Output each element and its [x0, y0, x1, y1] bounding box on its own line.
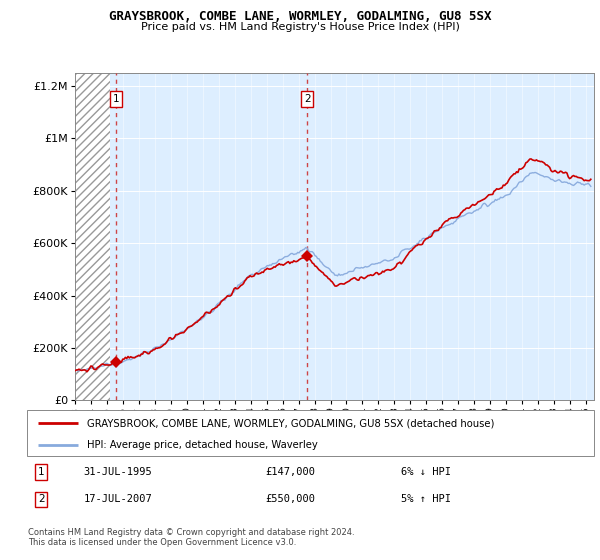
- Text: 6% ↓ HPI: 6% ↓ HPI: [401, 467, 451, 477]
- Text: HPI: Average price, detached house, Waverley: HPI: Average price, detached house, Wave…: [86, 440, 317, 450]
- Text: 17-JUL-2007: 17-JUL-2007: [84, 494, 152, 504]
- Text: £147,000: £147,000: [265, 467, 315, 477]
- Text: 1: 1: [113, 94, 119, 104]
- Text: 31-JUL-1995: 31-JUL-1995: [84, 467, 152, 477]
- Bar: [75, 73, 110, 400]
- Text: 5% ↑ HPI: 5% ↑ HPI: [401, 494, 451, 504]
- Text: GRAYSBROOK, COMBE LANE, WORMLEY, GODALMING, GU8 5SX (detached house): GRAYSBROOK, COMBE LANE, WORMLEY, GODALMI…: [86, 418, 494, 428]
- Text: 2: 2: [304, 94, 311, 104]
- Text: Contains HM Land Registry data © Crown copyright and database right 2024.
This d: Contains HM Land Registry data © Crown c…: [28, 528, 355, 547]
- Text: 2: 2: [38, 494, 44, 504]
- Text: 1: 1: [38, 467, 44, 477]
- Text: £550,000: £550,000: [265, 494, 315, 504]
- Text: Price paid vs. HM Land Registry's House Price Index (HPI): Price paid vs. HM Land Registry's House …: [140, 22, 460, 32]
- Text: GRAYSBROOK, COMBE LANE, WORMLEY, GODALMING, GU8 5SX: GRAYSBROOK, COMBE LANE, WORMLEY, GODALMI…: [109, 10, 491, 23]
- FancyBboxPatch shape: [27, 410, 594, 456]
